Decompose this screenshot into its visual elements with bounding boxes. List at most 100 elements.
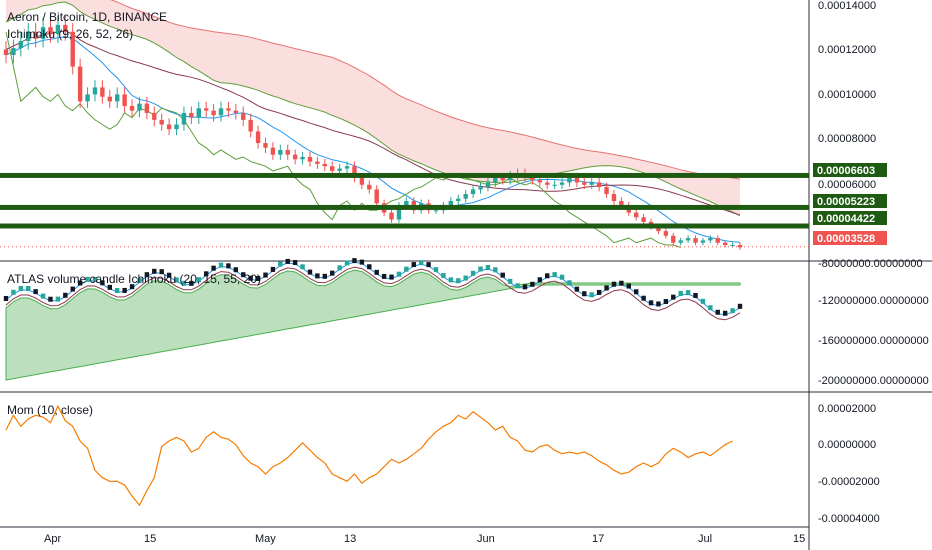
candle-body[interactable]	[663, 231, 669, 236]
candle-body[interactable]	[641, 217, 646, 222]
volume-candle[interactable]	[70, 286, 75, 292]
candle-body[interactable]	[530, 177, 535, 181]
volume-candle[interactable]	[685, 290, 691, 296]
volume-candle[interactable]	[3, 296, 9, 301]
price-candle[interactable]	[352, 161, 357, 183]
support-levels[interactable]	[0, 172, 809, 248]
volume-candle[interactable]	[522, 284, 528, 290]
volume-candle[interactable]	[374, 269, 379, 275]
candle-body[interactable]	[63, 24, 68, 32]
volume-candle[interactable]	[574, 286, 580, 292]
candle-body[interactable]	[322, 163, 328, 167]
volume-candle[interactable]	[107, 284, 112, 290]
candle-body[interactable]	[708, 238, 713, 241]
volume-candle[interactable]	[122, 287, 127, 293]
volume-candle[interactable]	[611, 281, 617, 287]
momentum-series[interactable]	[5, 404, 733, 507]
candle-body[interactable]	[174, 124, 179, 130]
candle-body[interactable]	[582, 182, 587, 185]
price-candle[interactable]	[634, 209, 639, 221]
volume-candle[interactable]	[181, 280, 187, 286]
volume-candle[interactable]	[203, 271, 209, 277]
candle-body[interactable]	[218, 108, 224, 116]
volume-candle[interactable]	[11, 289, 16, 295]
price-candle[interactable]	[715, 235, 720, 246]
price-candle[interactable]	[77, 58, 83, 109]
price-candle[interactable]	[152, 106, 157, 127]
volume-candle[interactable]	[730, 308, 735, 314]
volume-candle[interactable]	[255, 275, 261, 281]
candle-body[interactable]	[33, 31, 38, 39]
candle-body[interactable]	[26, 31, 31, 42]
volume-candle[interactable]	[559, 274, 565, 280]
volume-panel-title[interactable]: ATLAS volume candle Ichimoku (20, 15, 55…	[7, 272, 261, 286]
volume-candle[interactable]	[115, 288, 120, 294]
volume-candle[interactable]	[448, 277, 454, 283]
price-candle[interactable]	[389, 209, 394, 223]
volume-candle[interactable]	[337, 265, 342, 271]
volume-candle[interactable]	[248, 275, 253, 281]
volume-candle[interactable]	[545, 273, 550, 279]
volume-candle[interactable]	[463, 275, 468, 281]
candle-body[interactable]	[485, 182, 491, 188]
candle-body[interactable]	[730, 245, 735, 247]
price-candle[interactable]	[92, 80, 98, 102]
price-candle[interactable]	[470, 185, 476, 199]
candle-body[interactable]	[352, 166, 357, 178]
price-candle[interactable]	[559, 178, 565, 190]
candle-body[interactable]	[545, 182, 550, 185]
candle-body[interactable]	[330, 166, 335, 171]
volume-candle[interactable]	[352, 258, 357, 264]
price-candle[interactable]	[3, 41, 9, 64]
volume-candle[interactable]	[693, 293, 698, 299]
price-candle[interactable]	[693, 235, 698, 246]
volume-candle[interactable]	[18, 286, 24, 292]
price-candle[interactable]	[315, 156, 320, 169]
volume-candle[interactable]	[367, 264, 372, 270]
candle-body[interactable]	[77, 66, 83, 102]
candle-body[interactable]	[433, 210, 439, 212]
volume-candle[interactable]	[663, 299, 669, 305]
candle-body[interactable]	[574, 177, 580, 183]
volume-candle[interactable]	[174, 277, 179, 283]
price-candle[interactable]	[18, 32, 24, 57]
volume-candle[interactable]	[263, 272, 268, 278]
candle-body[interactable]	[226, 108, 231, 111]
volume-candle[interactable]	[129, 284, 135, 290]
volume-candle[interactable]	[678, 290, 683, 296]
candle-body[interactable]	[70, 31, 75, 67]
volume-candle[interactable]	[322, 273, 328, 279]
volume-candle[interactable]	[189, 280, 194, 286]
price-candle[interactable]	[292, 149, 298, 165]
volume-candle[interactable]	[493, 267, 498, 273]
candle-body[interactable]	[478, 187, 483, 190]
volume-candle[interactable]	[300, 264, 305, 270]
price-candle[interactable]	[115, 87, 120, 109]
price-candle[interactable]	[63, 15, 68, 41]
volume-candle[interactable]	[537, 277, 543, 283]
volume-candle[interactable]	[359, 259, 365, 265]
candle-body[interactable]	[367, 184, 372, 190]
price-candle[interactable]	[463, 190, 468, 203]
candle-body[interactable]	[448, 201, 454, 206]
volume-candle[interactable]	[278, 261, 283, 267]
candle-body[interactable]	[619, 201, 624, 206]
candle-body[interactable]	[278, 150, 283, 155]
price-candle[interactable]	[278, 144, 283, 160]
volume-candle[interactable]	[530, 281, 535, 287]
horizontal-level-2[interactable]	[0, 204, 809, 210]
volume-candle[interactable]	[218, 262, 224, 268]
price-candle[interactable]	[552, 180, 557, 190]
candle-body[interactable]	[263, 143, 268, 148]
price-candle[interactable]	[107, 89, 112, 109]
price-candle[interactable]	[100, 80, 105, 104]
candle-body[interactable]	[18, 41, 24, 49]
price-candle[interactable]	[307, 151, 313, 167]
candle-body[interactable]	[656, 226, 661, 232]
price-candle[interactable]	[226, 101, 231, 118]
candle-body[interactable]	[196, 108, 201, 118]
price-candle[interactable]	[700, 237, 706, 246]
candle-body[interactable]	[500, 177, 505, 181]
volume-candle[interactable]	[307, 269, 313, 275]
